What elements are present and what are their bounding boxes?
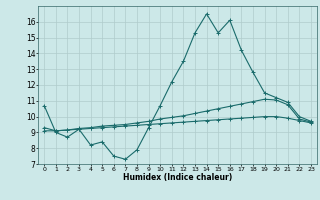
X-axis label: Humidex (Indice chaleur): Humidex (Indice chaleur) xyxy=(123,173,232,182)
